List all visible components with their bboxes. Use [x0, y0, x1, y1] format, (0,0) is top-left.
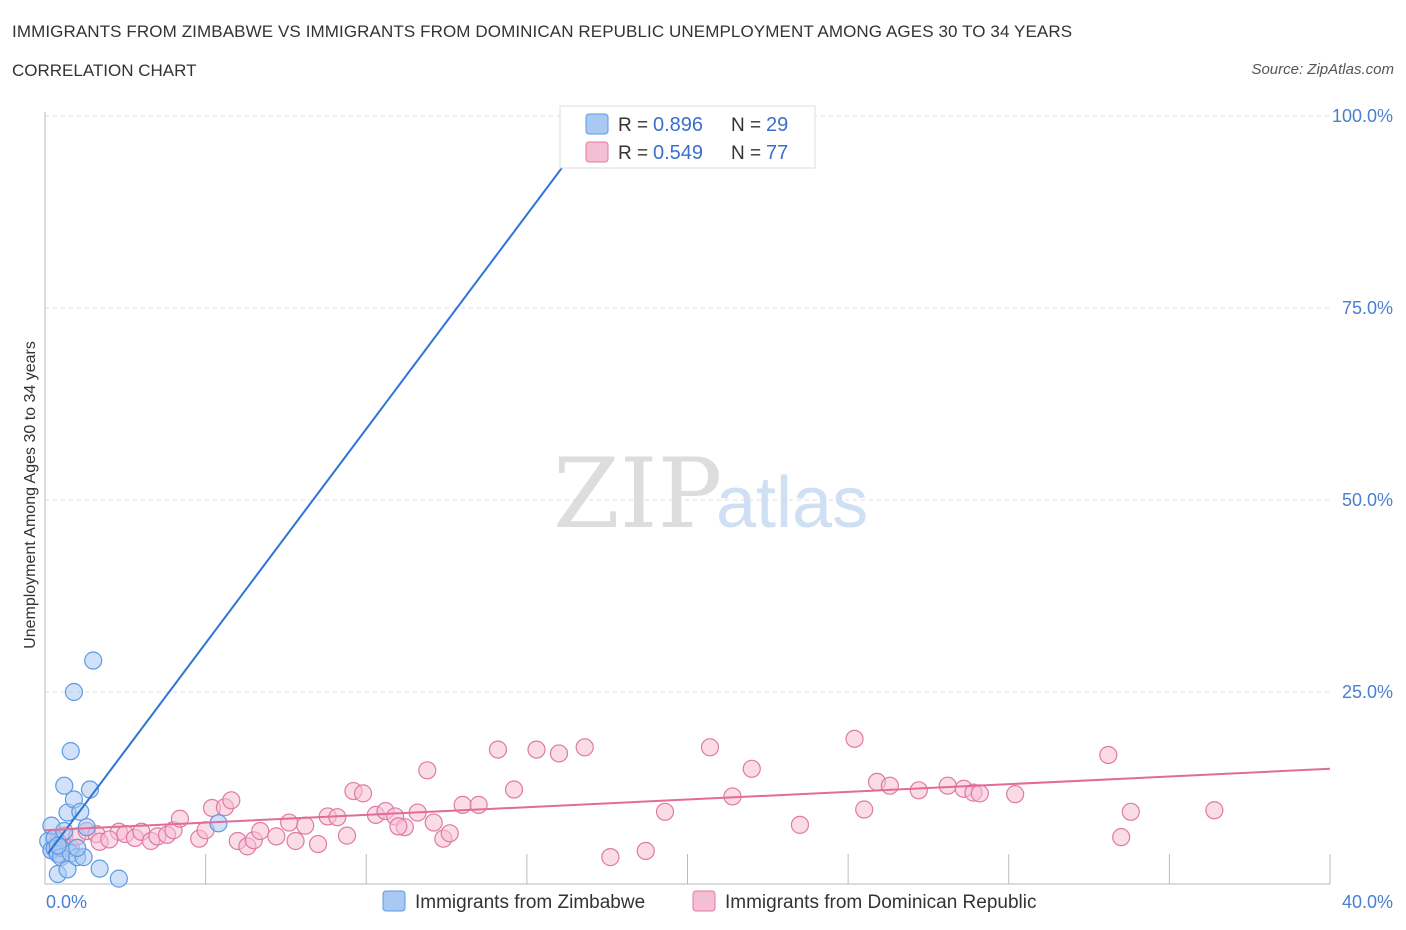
point-1-30 — [296, 816, 315, 835]
point-1-68 — [970, 784, 989, 803]
point-1-43 — [424, 813, 443, 832]
point-0-22 — [84, 651, 103, 670]
point-1-51 — [549, 744, 569, 763]
watermark-zip: ZIP — [553, 438, 722, 550]
gridlines — [45, 115, 1330, 693]
point-1-42 — [418, 761, 437, 780]
y-tick-label-100: 100.0% — [1332, 106, 1393, 126]
point-0-28 — [68, 838, 87, 858]
x-axis-ticks — [44, 854, 1331, 884]
point-1-75 — [100, 830, 119, 849]
point-1-61 — [855, 800, 874, 819]
chart-source: Source: ZipAtlas.com — [1251, 61, 1394, 78]
point-1-74 — [389, 817, 408, 836]
chart-subtitle: CORRELATION CHART — [12, 61, 197, 80]
point-1-34 — [337, 826, 357, 845]
bottom-legend-swatch-dominican — [692, 890, 716, 912]
watermark-atlas: atlas — [716, 463, 868, 543]
point-1-26 — [251, 821, 270, 841]
point-1-45 — [440, 824, 459, 843]
legend-r-label-dominican: R = — [618, 143, 648, 164]
trend-line-0 — [47, 115, 602, 854]
x-tick-label-min: 0.0% — [46, 892, 87, 912]
point-1-56 — [700, 738, 720, 757]
point-1-72 — [1121, 802, 1140, 821]
point-1-63 — [880, 776, 899, 795]
series-dominican-points — [42, 729, 1224, 867]
point-1-52 — [575, 738, 594, 757]
bottom-legend-swatch-zimbabwe — [382, 890, 406, 912]
point-1-54 — [636, 841, 655, 861]
point-1-64 — [909, 781, 928, 800]
point-1-69 — [1006, 785, 1025, 804]
point-1-53 — [601, 848, 620, 867]
legend-n-label-dominican: N = — [731, 143, 761, 164]
legend-r-value-zimbabwe: 0.896 — [653, 114, 703, 136]
point-1-65 — [938, 776, 957, 795]
bottom-legend-label-zimbabwe: Immigrants from Zimbabwe — [415, 892, 645, 913]
point-1-58 — [742, 759, 761, 778]
legend-r-value-dominican: 0.549 — [653, 142, 703, 164]
point-1-36 — [353, 784, 373, 803]
point-0-23 — [90, 859, 109, 878]
bottom-legend: Immigrants from Zimbabwe Immigrants from… — [382, 890, 1037, 913]
chart-title: IMMIGRANTS FROM ZIMBABWE VS IMMIGRANTS F… — [12, 22, 1073, 41]
point-0-27 — [48, 836, 67, 855]
point-0-9 — [55, 776, 74, 795]
point-1-49 — [504, 780, 524, 799]
point-1-60 — [845, 729, 864, 748]
y-axis-label: Unemployment Among Ages 30 to 34 years — [22, 341, 39, 649]
point-0-15 — [64, 682, 84, 702]
point-1-28 — [280, 813, 299, 832]
y-tick-label-50: 50.0% — [1342, 490, 1393, 510]
point-0-25 — [209, 814, 228, 833]
point-1-27 — [267, 827, 286, 846]
point-1-73 — [1205, 801, 1224, 820]
series-zimbabwe-points — [39, 106, 581, 888]
point-1-22 — [222, 791, 241, 810]
point-1-50 — [527, 740, 546, 759]
point-1-31 — [308, 834, 328, 854]
legend-swatch-dominican — [585, 141, 609, 163]
legend-n-value-zimbabwe: 29 — [766, 114, 788, 136]
trend-lines — [44, 115, 1331, 854]
y-tick-label-25: 25.0% — [1342, 682, 1393, 702]
point-1-55 — [655, 802, 675, 821]
point-1-47 — [469, 795, 488, 814]
legend-n-value-dominican: 77 — [766, 142, 788, 164]
x-tick-label-max: 40.0% — [1342, 892, 1393, 912]
point-1-29 — [286, 831, 305, 851]
y-tick-label-75: 75.0% — [1342, 298, 1393, 318]
point-0-24 — [109, 869, 128, 888]
point-1-70 — [1099, 745, 1118, 765]
point-1-71 — [1112, 828, 1131, 847]
point-0-14 — [61, 742, 80, 761]
legend-n-label-zimbabwe: N = — [731, 115, 761, 136]
bottom-legend-label-dominican: Immigrants from Dominican Republic — [725, 892, 1037, 913]
legend-box: R = 0.896 N = 29 R = 0.549 N = 77 — [559, 105, 816, 169]
legend-r-label-zimbabwe: R = — [618, 115, 648, 136]
point-1-48 — [488, 740, 508, 759]
legend-swatch-zimbabwe — [585, 113, 609, 135]
trend-line-1 — [44, 767, 1331, 832]
point-1-59 — [790, 815, 810, 834]
